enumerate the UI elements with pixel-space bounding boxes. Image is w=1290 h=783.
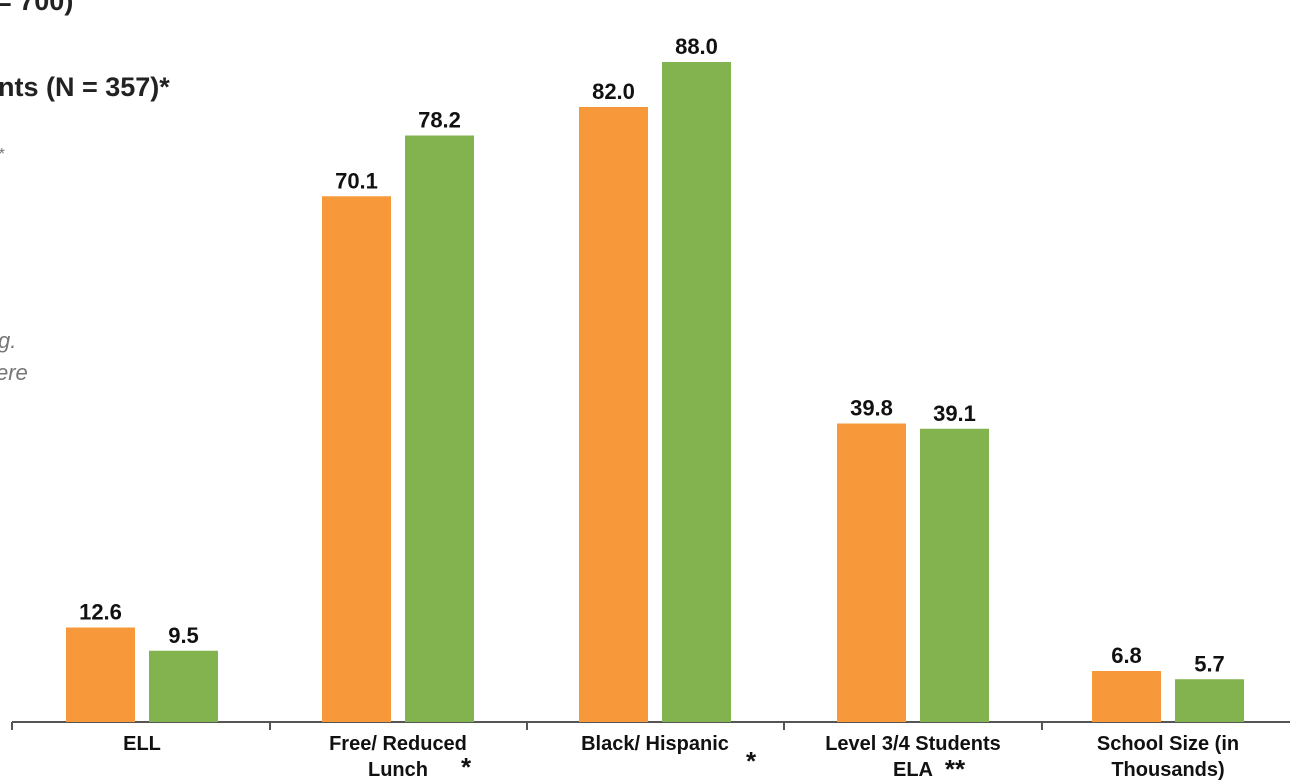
significance-marker: *	[461, 752, 472, 782]
significance-marker: **	[945, 754, 966, 783]
bar-value-label: 9.5	[168, 623, 199, 648]
bar-value-label: 88.0	[675, 34, 718, 59]
legend-line-2: nts (N = 357)*	[0, 72, 170, 102]
legend-note-2: g.	[0, 328, 17, 353]
bar-series-2	[1175, 679, 1244, 722]
category-label: Thousands)	[1111, 759, 1224, 781]
bar-series-1	[579, 107, 648, 722]
bar-series-1	[66, 627, 135, 722]
bar-series-1	[1092, 671, 1161, 722]
bar-value-label: 78.2	[418, 108, 461, 133]
legend-note-3: ere	[0, 360, 28, 385]
legend-line-1: = 700)	[0, 0, 74, 16]
bar-series-2	[920, 428, 989, 722]
bar-series-2	[149, 650, 218, 722]
bar-series-1	[837, 423, 906, 722]
bar-value-label: 6.8	[1111, 643, 1142, 668]
category-label: Lunch	[368, 759, 428, 781]
bar-series-1	[322, 196, 391, 722]
legend-note-1: *	[0, 146, 4, 164]
significance-marker: *	[746, 746, 757, 776]
bar-value-label: 39.8	[850, 396, 893, 421]
bar-value-label: 70.1	[335, 168, 378, 193]
category-label: ELA	[893, 759, 933, 781]
category-label: School Size (in	[1097, 733, 1239, 755]
category-label: Free/ Reduced	[329, 733, 467, 755]
bar-value-label: 5.7	[1194, 651, 1225, 676]
bar-value-label: 12.6	[79, 600, 122, 625]
category-label: ELL	[123, 733, 161, 755]
category-label: Black/ Hispanic	[581, 733, 729, 755]
bar-series-2	[662, 62, 731, 722]
category-label: Level 3/4 Students	[825, 733, 1001, 755]
bar-series-2	[405, 135, 474, 722]
bar-value-label: 39.1	[933, 401, 976, 426]
bar-value-label: 82.0	[592, 79, 635, 104]
